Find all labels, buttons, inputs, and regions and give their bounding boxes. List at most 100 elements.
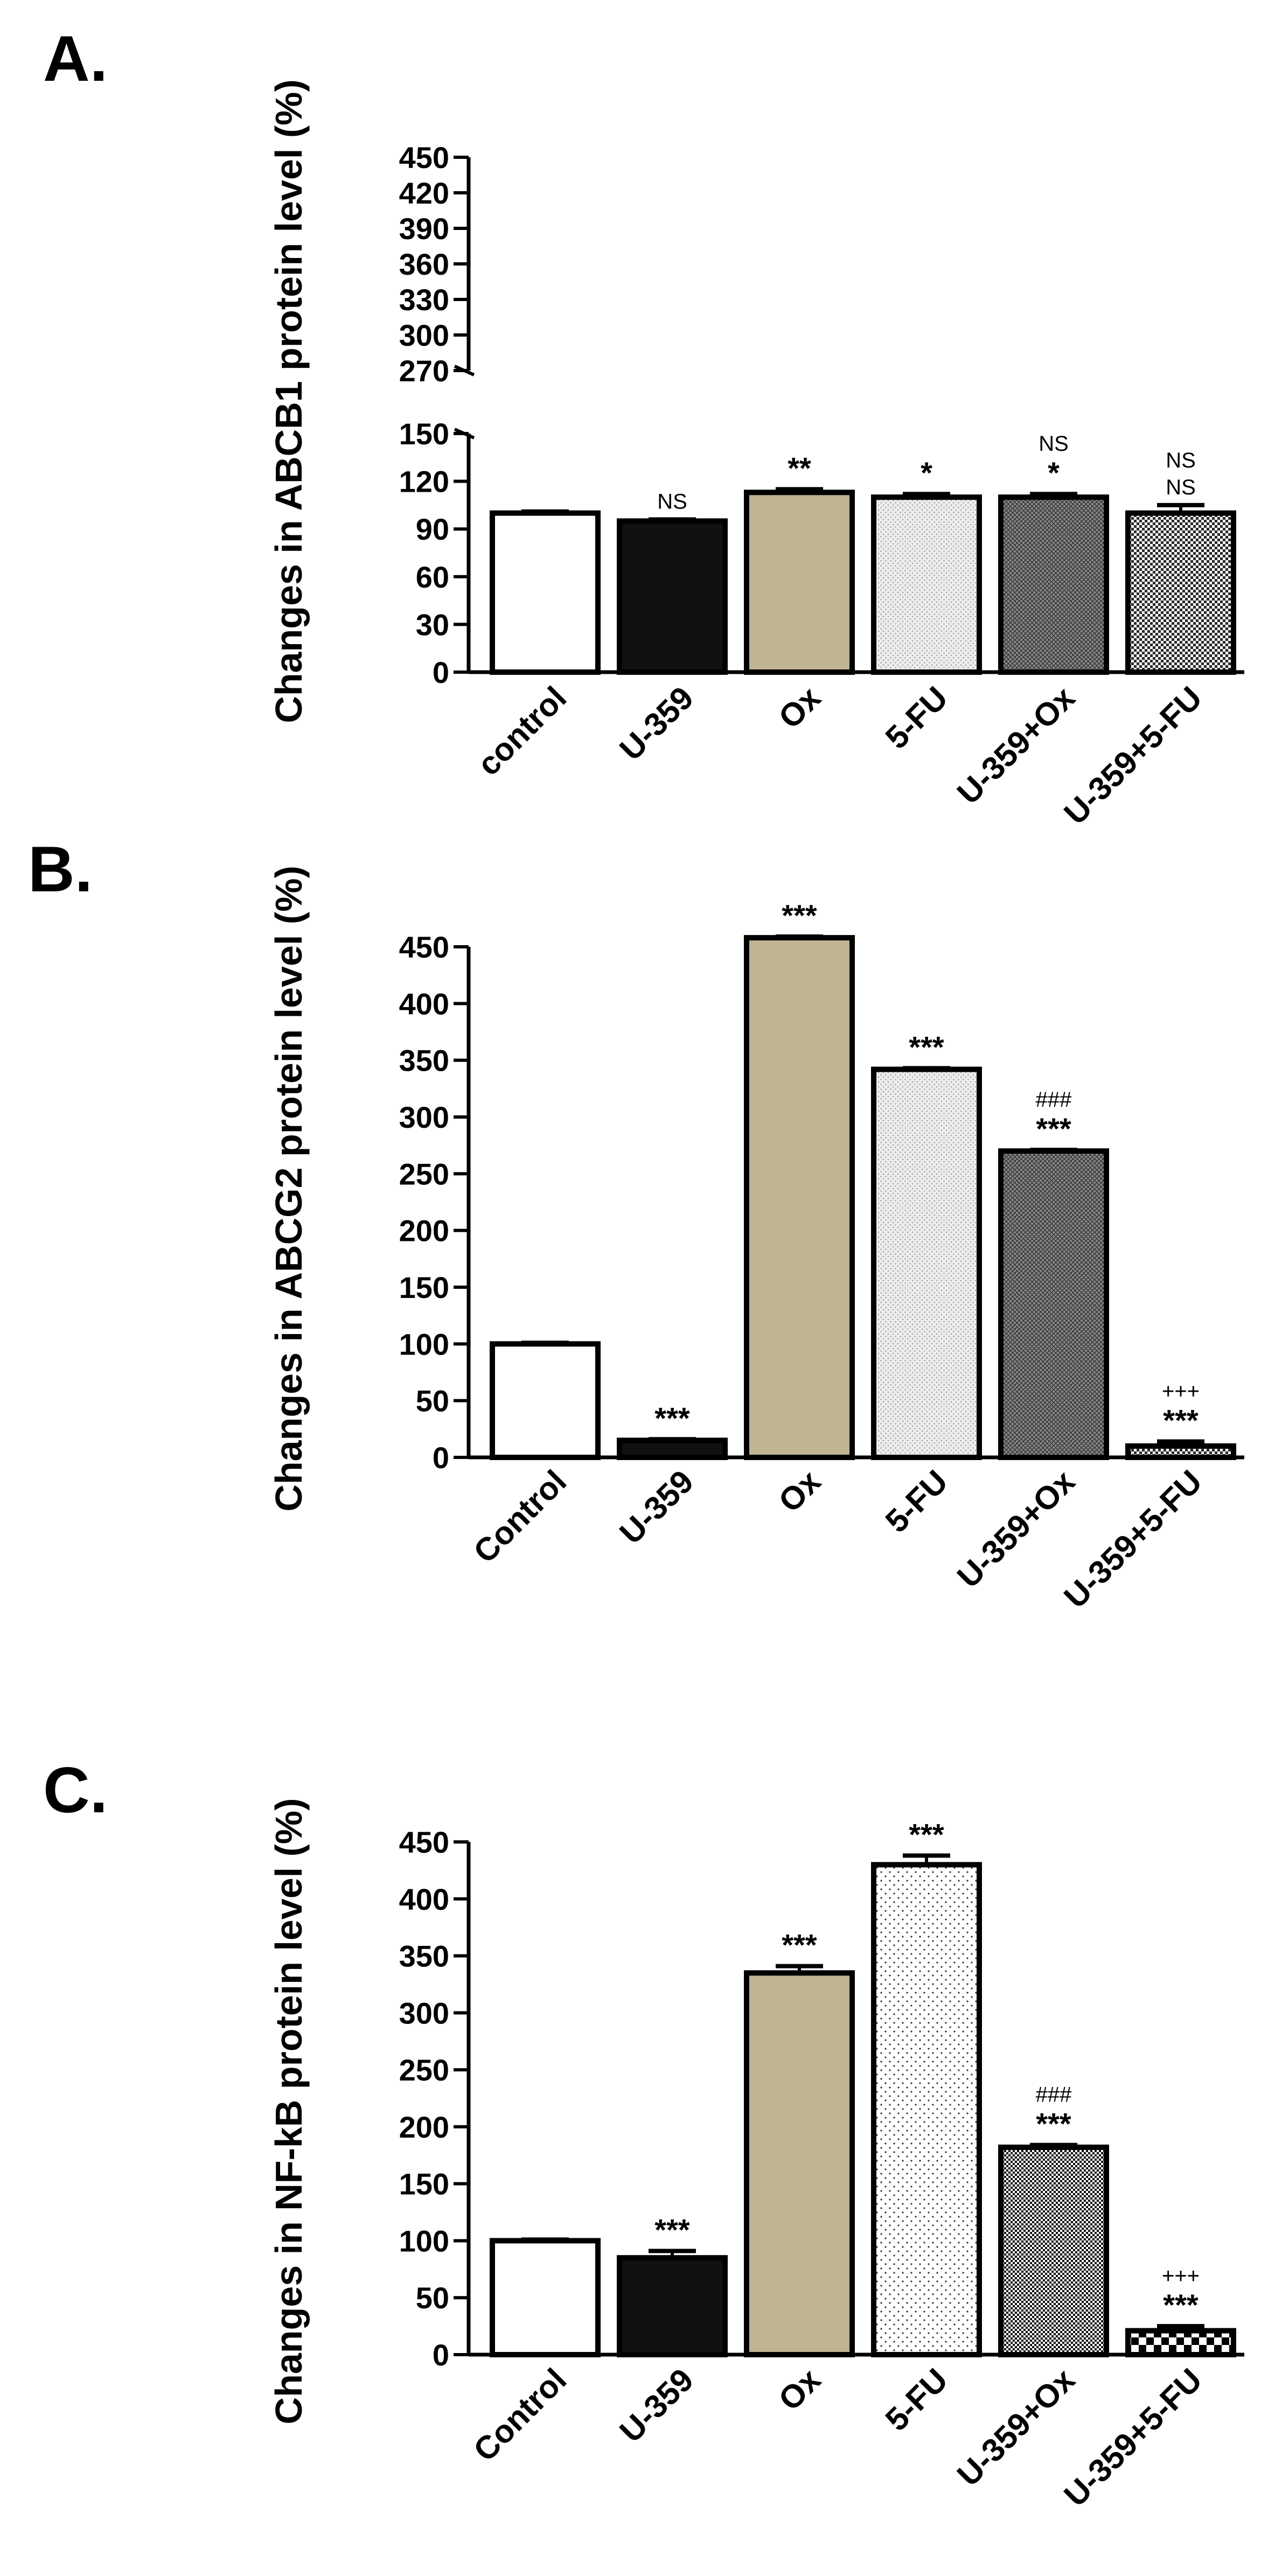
y-tick-label: 200 [399,1214,449,1248]
y-tick-label: 0 [433,655,449,689]
significance-label: NS [1166,449,1196,472]
x-tick-label: Control [466,1463,573,1570]
bar [998,1148,1109,1460]
y-tick-label: 60 [416,560,449,594]
y-tick-label: 250 [399,1157,449,1191]
y-tick-label: 350 [399,1044,449,1078]
y-tick-label: 150 [399,1270,449,1304]
bar [617,2255,728,2357]
significance-label: NS [657,490,687,513]
y-tick-label: 150 [399,417,449,451]
panel-label: B. [28,833,93,905]
chart-panel-3: C. Changes in NF-kB protein level (%) 0 50 1… [43,1754,1244,2514]
significance-label: *** [782,1928,817,1962]
significance-label: *** [909,1030,944,1064]
y-tick-label: 350 [399,1939,449,1973]
significance-label: ** [788,451,811,485]
y-tick-label: 50 [416,2281,449,2315]
y-tick-label: 300 [399,1996,449,2030]
bar [1125,510,1236,675]
bar [871,1862,982,2357]
chart-panel-2: B. Changes in ABCG2 protein level (%) 0 50 1… [28,833,1244,1615]
significance-label: ### [1036,1088,1072,1112]
bar [1125,1443,1236,1461]
panel-label: A. [43,23,108,95]
y-tick-label: 120 [399,465,449,499]
y-tick-label: 90 [416,512,449,546]
x-tick-label: Ox [771,680,827,736]
bar [617,518,728,675]
y-tick-label: 200 [399,2110,449,2144]
x-tick-label: control [470,680,573,783]
x-tick-label: U-359+5-FU [1057,1463,1209,1615]
y-tick-label: 360 [399,247,449,281]
x-tick-label: U-359+Ox [950,2362,1082,2493]
significance-label: +++ [1162,1380,1200,1404]
significance-label: * [1048,456,1060,490]
bar [871,494,982,675]
x-tick-label: 5-FU [879,680,955,756]
bar [871,1066,982,1460]
y-tick-label: 0 [433,1441,449,1475]
bar [490,510,601,675]
y-axis-label: Changes in ABCB1 protein level (%) [268,79,310,723]
significance-label: +++ [1162,2264,1200,2288]
bar [617,1437,728,1460]
x-tick-label: U-359 [612,1463,700,1551]
y-tick-label: 30 [416,608,449,641]
y-tick-label: 400 [399,987,449,1021]
significance-label: * [921,456,932,490]
bar [744,935,855,1460]
y-tick-label: 300 [399,1100,449,1134]
bar [744,490,855,675]
y-tick-label: 400 [399,1882,449,1916]
significance-label: *** [1036,1112,1071,1146]
significance-label: *** [654,2212,690,2246]
y-tick-label: 390 [399,212,449,246]
x-tick-label: Ox [771,2362,827,2418]
y-tick-label: 330 [399,283,449,317]
x-tick-label: U-359 [612,2362,700,2449]
significance-label: *** [1163,2288,1199,2322]
x-tick-label: Control [466,2362,573,2468]
y-tick-label: 270 [399,354,449,388]
x-tick-label: U-359+Ox [950,1463,1082,1595]
panel-label: C. [43,1754,108,1826]
significance-label: NS [1166,476,1196,499]
x-tick-label: U-359+Ox [950,680,1082,811]
x-tick-label: U-359+5-FU [1057,680,1209,832]
x-tick-label: 5-FU [879,2362,955,2438]
significance-label: NS [1039,432,1069,456]
y-tick-label: 100 [399,1327,449,1361]
y-tick-label: 450 [399,1825,449,1859]
y-tick-label: 0 [433,2338,449,2372]
significance-label: *** [1163,1404,1199,1437]
significance-label: *** [909,1817,944,1851]
significance-label: *** [782,898,817,932]
y-tick-label: 100 [399,2224,449,2258]
y-tick-label: 450 [399,141,449,174]
y-axis-label: Changes in ABCG2 protein level (%) [268,865,310,1511]
bar [744,1970,855,2357]
y-tick-label: 450 [399,930,449,964]
x-tick-label: 5-FU [879,1463,955,1540]
bar [998,2144,1109,2358]
y-tick-label: 50 [416,1384,449,1418]
chart-panel-1: A. Changes in ABCB1 protein level (%) 0 30 6… [43,23,1244,832]
significance-label: ### [1036,2083,1072,2107]
x-tick-label: Ox [771,1463,827,1519]
significance-label: *** [654,1401,690,1435]
x-tick-label: U-359 [612,680,700,767]
x-tick-label: U-359+5-FU [1057,2362,1209,2514]
y-axis-label: Changes in NF-kB protein level (%) [268,1798,310,2425]
y-tick-label: 150 [399,2167,449,2201]
y-tick-label: 250 [399,2053,449,2087]
y-tick-label: 420 [399,176,449,210]
y-tick-label: 300 [399,318,449,352]
bar [490,2238,601,2357]
bar [1125,2328,1236,2357]
bar [998,494,1109,675]
bar [490,1341,601,1460]
significance-label: *** [1036,2107,1071,2141]
